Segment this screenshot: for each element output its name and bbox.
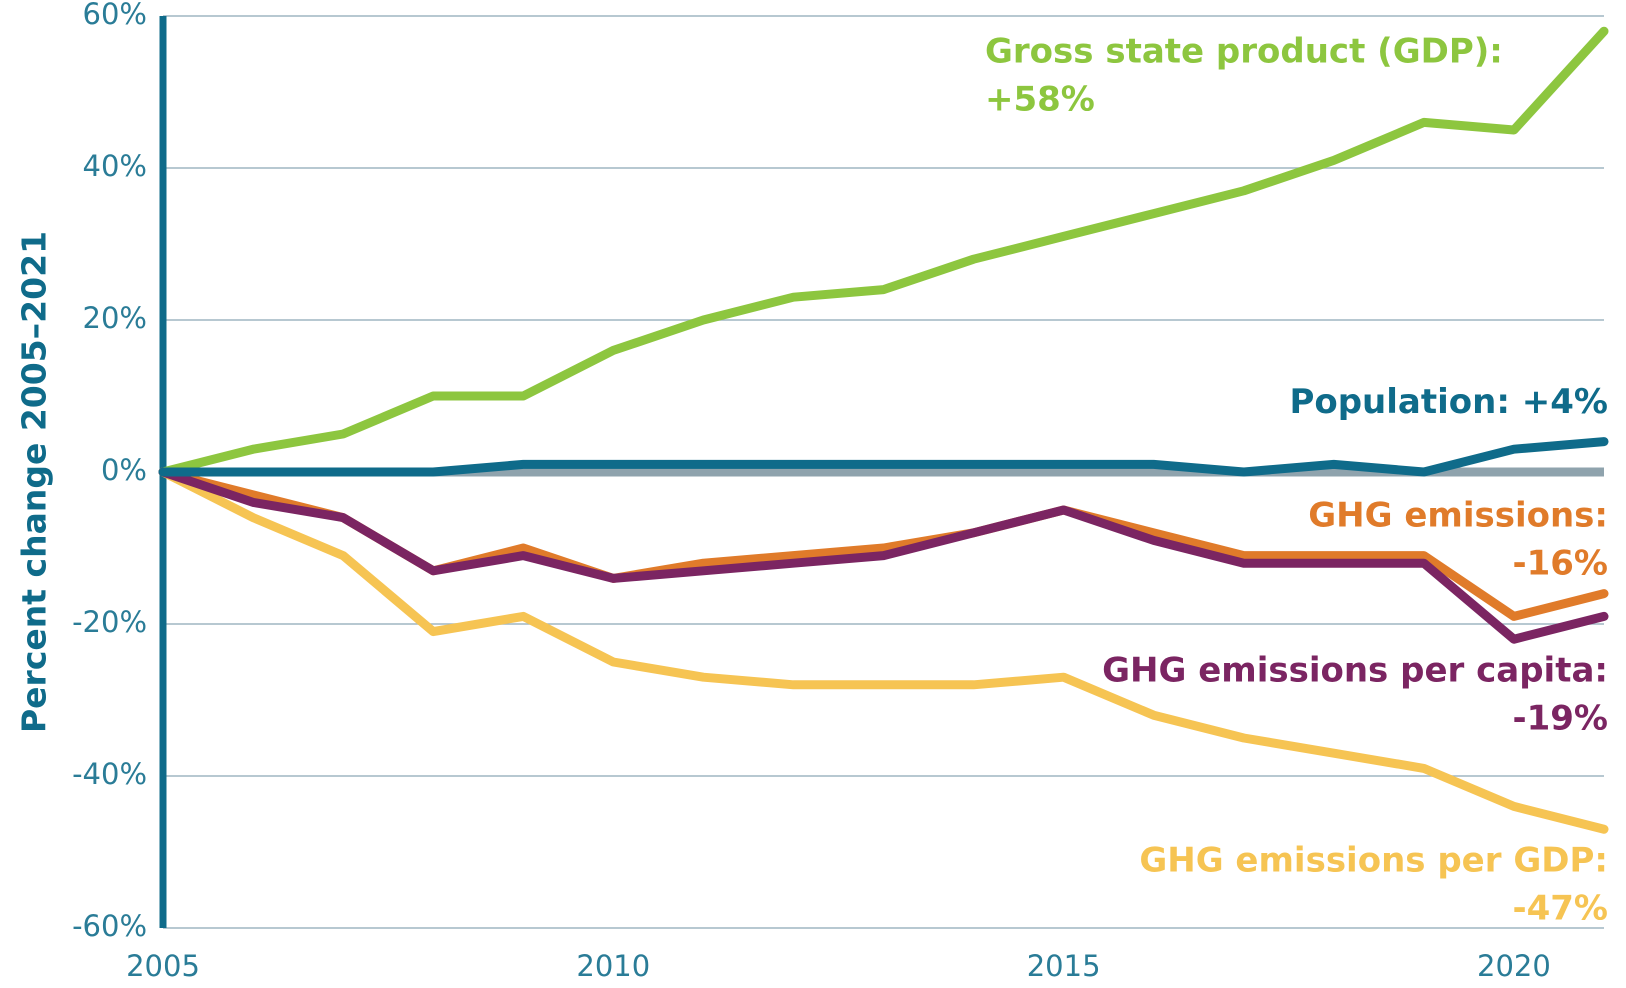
y-tick-label: 0% <box>101 453 147 487</box>
legend-label: GHG emissions per capita: <box>1102 651 1608 691</box>
y-tick-label: -20% <box>72 605 147 639</box>
x-tick-label: 2005 <box>126 949 200 983</box>
y-tick-label: 40% <box>83 149 147 183</box>
y-tick-label: -60% <box>72 909 147 943</box>
x-tick-label: 2010 <box>576 949 650 983</box>
annotation: Population: +4% <box>1289 382 1608 422</box>
series-line <box>158 467 1609 621</box>
lines <box>158 26 1609 834</box>
x-tick-label: 2015 <box>1027 949 1101 983</box>
legend-label: Gross state product (GDP): <box>985 32 1503 72</box>
series-line <box>158 437 1609 477</box>
value-label: -47% <box>1513 889 1609 929</box>
y-tick-label: 60% <box>83 0 147 31</box>
legend-label: Population: <box>1289 382 1510 422</box>
series-line <box>158 26 1609 477</box>
x-tick-label: 2020 <box>1477 949 1551 983</box>
value-label: +58% <box>985 80 1095 120</box>
value-label: -19% <box>1513 699 1609 739</box>
value-label: +4% <box>1522 382 1608 422</box>
legend-label: GHG emissions: <box>1308 496 1608 536</box>
y-tick-label: -40% <box>72 757 147 791</box>
value-label: -16% <box>1513 544 1609 584</box>
labels: -60% -40% -20% 0% 20% 40% 60% 2005 2010 2015 2020 G… <box>72 0 1608 983</box>
series-line <box>158 467 1609 834</box>
legend-label: GHG emissions per GDP: <box>1139 841 1608 881</box>
y-axis-label: Percent change 2005–2021 <box>15 231 54 733</box>
y-tick-label: 20% <box>83 301 147 335</box>
series-line <box>158 467 1609 644</box>
